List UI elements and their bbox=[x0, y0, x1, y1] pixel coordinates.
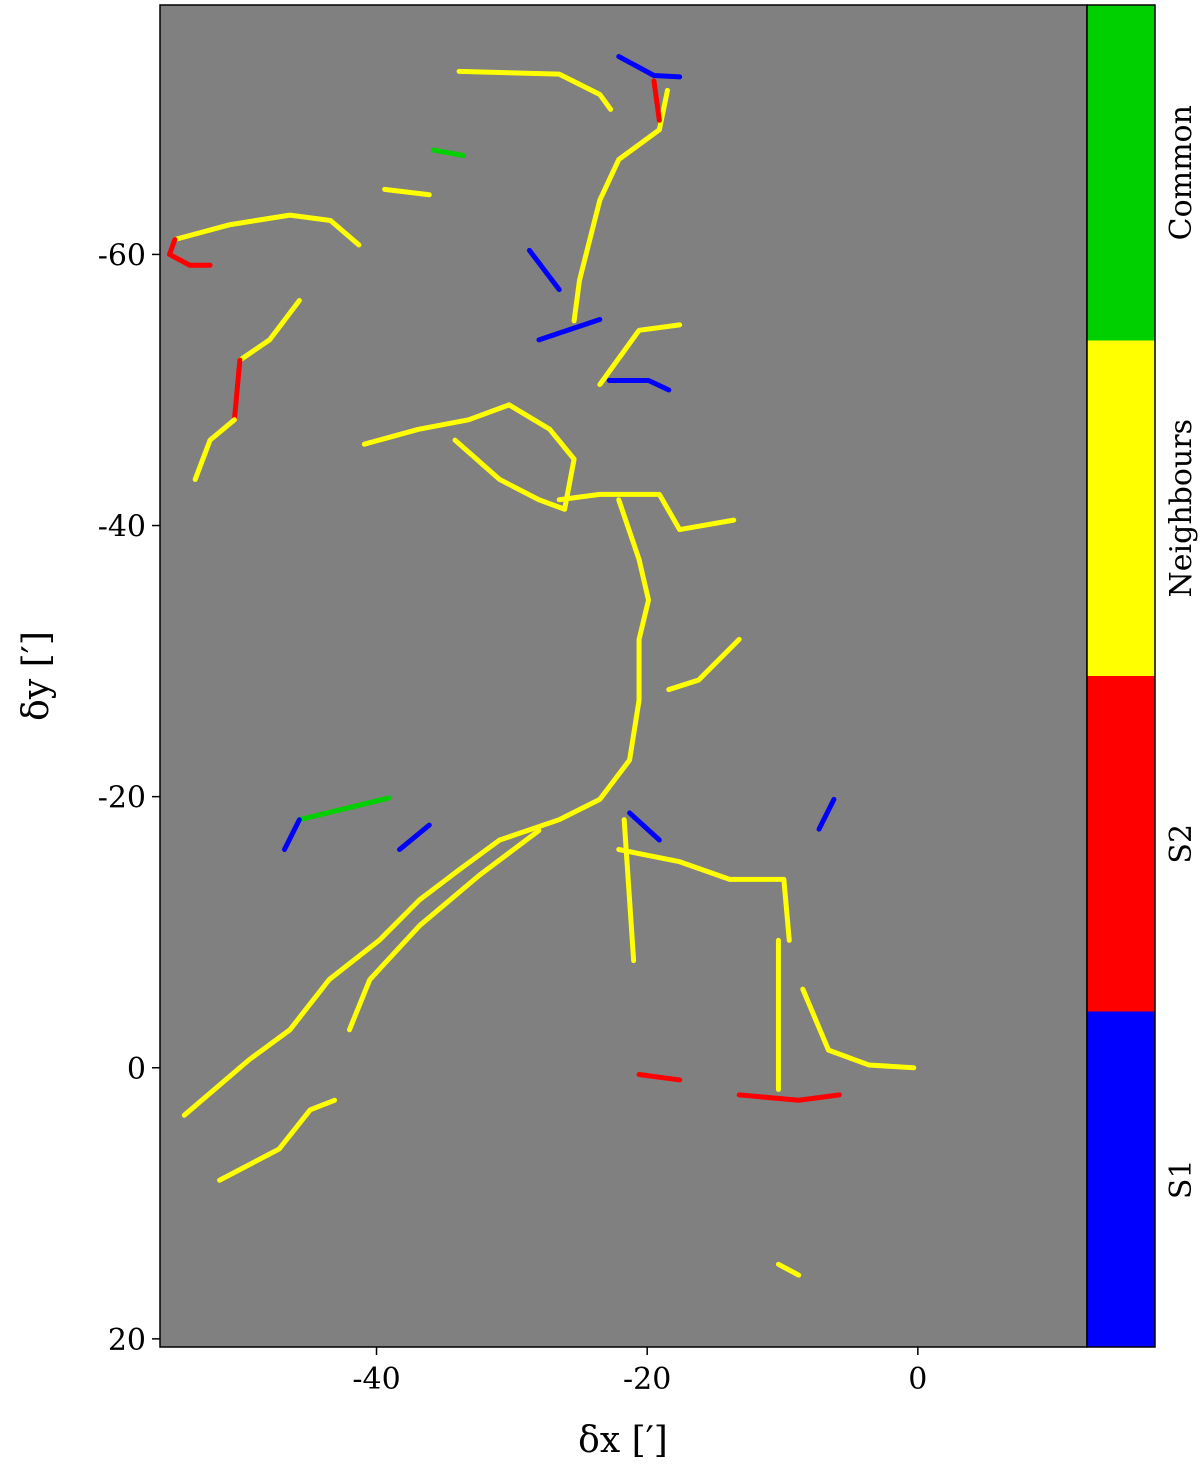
filament bbox=[172, 212, 362, 248]
filament bbox=[636, 1072, 683, 1083]
filament bbox=[382, 186, 432, 198]
filament bbox=[775, 1261, 802, 1278]
filament bbox=[452, 402, 577, 512]
colorbar-segment bbox=[1087, 1011, 1155, 1347]
filament bbox=[181, 837, 503, 1118]
colorbar-label: Common bbox=[1164, 105, 1199, 240]
filament bbox=[397, 822, 432, 853]
filament bbox=[816, 796, 837, 832]
colorbar-label: S2 bbox=[1164, 824, 1199, 864]
y-tick-label: -60 bbox=[98, 238, 146, 273]
colorbar-frame bbox=[1086, 4, 1156, 1348]
y-tick-label: -20 bbox=[98, 781, 146, 816]
filament bbox=[192, 417, 237, 482]
colorbar-label: S1 bbox=[1164, 1159, 1199, 1199]
x-tick-label: -40 bbox=[352, 1362, 400, 1397]
filament bbox=[736, 1092, 842, 1103]
filament bbox=[556, 491, 737, 533]
plot-background bbox=[160, 5, 1087, 1347]
filament bbox=[800, 986, 917, 1071]
filament bbox=[621, 817, 637, 964]
filament bbox=[497, 497, 652, 843]
y-tick-label: -40 bbox=[98, 510, 146, 545]
colorbar-segment bbox=[1087, 5, 1155, 341]
y-tick-label: 20 bbox=[108, 1323, 146, 1358]
filament bbox=[666, 636, 742, 693]
filament bbox=[526, 247, 562, 293]
filament bbox=[430, 147, 466, 158]
colorbar-label: Neighbours bbox=[1164, 419, 1199, 597]
filament bbox=[597, 322, 683, 388]
x-tick-label: 0 bbox=[908, 1362, 927, 1397]
filament bbox=[166, 237, 213, 268]
filament bbox=[282, 817, 302, 853]
filament bbox=[237, 298, 302, 363]
filament bbox=[627, 810, 662, 843]
filament bbox=[606, 377, 672, 393]
filament bbox=[456, 68, 614, 112]
filament bbox=[616, 847, 792, 943]
filament bbox=[361, 402, 512, 447]
filament bbox=[571, 87, 670, 324]
filament bbox=[296, 795, 392, 823]
x-tick-label: -20 bbox=[623, 1362, 671, 1397]
x-axis-label: δx [′] bbox=[578, 1420, 668, 1461]
y-tick-label: 0 bbox=[127, 1052, 146, 1087]
colorbar-segment bbox=[1087, 340, 1155, 676]
filament bbox=[616, 54, 683, 80]
filament bbox=[536, 316, 603, 343]
y-axis-label: δy [′] bbox=[16, 631, 57, 721]
filament bbox=[217, 1097, 338, 1183]
colorbar-segment bbox=[1087, 676, 1155, 1012]
filament bbox=[231, 357, 243, 423]
filament bbox=[346, 828, 542, 1033]
filament bbox=[651, 78, 662, 123]
